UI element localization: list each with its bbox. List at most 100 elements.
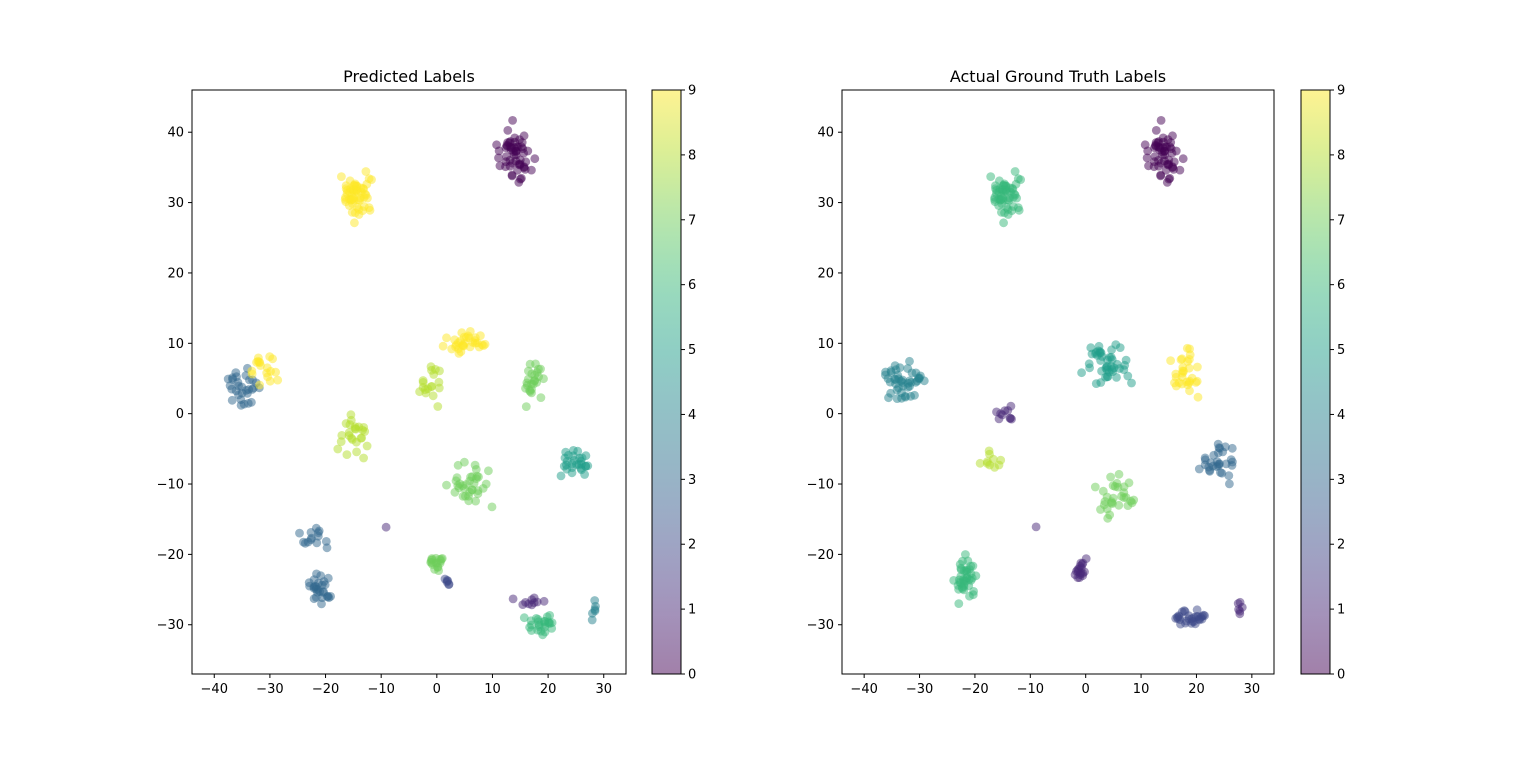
x-tick-label: 30 [595, 682, 612, 697]
data-point [525, 387, 535, 396]
data-point [309, 594, 319, 604]
data-point [1224, 471, 1234, 480]
data-point [1123, 371, 1133, 381]
data-point [905, 356, 914, 366]
x-tick-label: −40 [201, 682, 228, 697]
data-point [1193, 392, 1203, 402]
colorbar-frame [651, 89, 682, 675]
data-point [1158, 133, 1168, 143]
data-point [954, 584, 963, 594]
subplot-2: Actual Ground Truth Labels −40 −30 −20 −10 0 1… [807, 67, 1346, 697]
colorbar-tick-label: 9 [1337, 84, 1345, 99]
data-point [1127, 498, 1137, 508]
data-point [322, 543, 332, 553]
x-tick-label: −10 [1017, 682, 1044, 697]
data-point [434, 566, 443, 575]
data-point [1112, 373, 1121, 382]
data-point [1091, 379, 1101, 388]
data-point [470, 460, 480, 470]
data-point [352, 447, 361, 457]
x-tick-label: −10 [367, 682, 394, 697]
y-tick-label: 0 [826, 407, 834, 422]
data-point [985, 449, 994, 459]
data-point [540, 617, 550, 626]
data-point [509, 147, 518, 157]
data-point [1090, 482, 1100, 492]
data-point [1108, 481, 1118, 490]
x-tick-label: 20 [540, 682, 557, 697]
data-point [1176, 355, 1186, 365]
data-point [1225, 479, 1234, 489]
data-point [367, 175, 376, 185]
data-point [1007, 414, 1016, 424]
data-point [983, 457, 992, 466]
x-tick-label: −30 [256, 682, 283, 697]
colorbar-tick-label: 5 [688, 343, 696, 358]
data-point [992, 407, 1001, 417]
colorbar-tick-label: 4 [688, 408, 696, 423]
x-tick-label: −30 [906, 682, 933, 697]
data-point [479, 341, 488, 350]
y-tick-label: −20 [807, 548, 834, 563]
x-tick-label: 0 [433, 682, 441, 697]
data-point [456, 336, 465, 346]
data-point [1156, 170, 1166, 180]
data-point [231, 368, 241, 377]
colorbar-tick-label: 8 [1337, 148, 1345, 163]
scatter-points [223, 116, 600, 640]
y-tick-label: −10 [157, 478, 184, 493]
x-tick-label: −20 [961, 682, 988, 697]
data-point [587, 615, 597, 625]
data-point [1103, 355, 1112, 365]
data-point [1151, 125, 1161, 135]
data-point [540, 627, 550, 637]
data-point [502, 141, 512, 151]
data-point [556, 471, 566, 481]
y-tick-label: 20 [167, 266, 184, 281]
data-point [265, 376, 275, 386]
data-point [507, 170, 517, 180]
data-point [1144, 161, 1153, 171]
data-point [536, 393, 546, 402]
data-point [996, 195, 1006, 204]
data-point [1216, 468, 1225, 477]
data-point [494, 153, 503, 163]
data-point [508, 594, 518, 604]
data-point [265, 352, 275, 361]
colorbar-tick-label: 4 [1337, 408, 1345, 423]
data-point [306, 528, 316, 537]
data-point [1115, 364, 1124, 373]
y-tick-label: −20 [157, 548, 184, 563]
data-point [508, 116, 517, 125]
data-point [364, 203, 374, 213]
data-point [427, 382, 437, 391]
data-point [590, 596, 600, 605]
data-point [236, 400, 246, 410]
data-point [900, 391, 910, 401]
data-point [476, 331, 485, 340]
data-point [515, 159, 525, 169]
y-tick-label: 30 [167, 196, 184, 211]
data-point [295, 528, 304, 538]
data-point [1235, 597, 1245, 607]
data-point [910, 390, 919, 400]
data-point [525, 359, 535, 369]
data-point [347, 195, 357, 204]
data-point [1087, 349, 1097, 359]
data-point [464, 496, 474, 506]
data-point [314, 528, 323, 538]
data-point [495, 161, 505, 171]
data-point [1192, 612, 1201, 621]
data-point [484, 466, 493, 476]
data-point [903, 382, 913, 392]
axes-frame [191, 89, 627, 675]
data-point [348, 435, 357, 444]
data-point [1114, 469, 1124, 479]
data-point [1183, 357, 1192, 366]
data-point [1107, 498, 1116, 508]
data-point [433, 402, 443, 411]
data-point [1001, 181, 1011, 191]
data-point [442, 480, 451, 490]
x-tick-label: 30 [1244, 682, 1261, 697]
